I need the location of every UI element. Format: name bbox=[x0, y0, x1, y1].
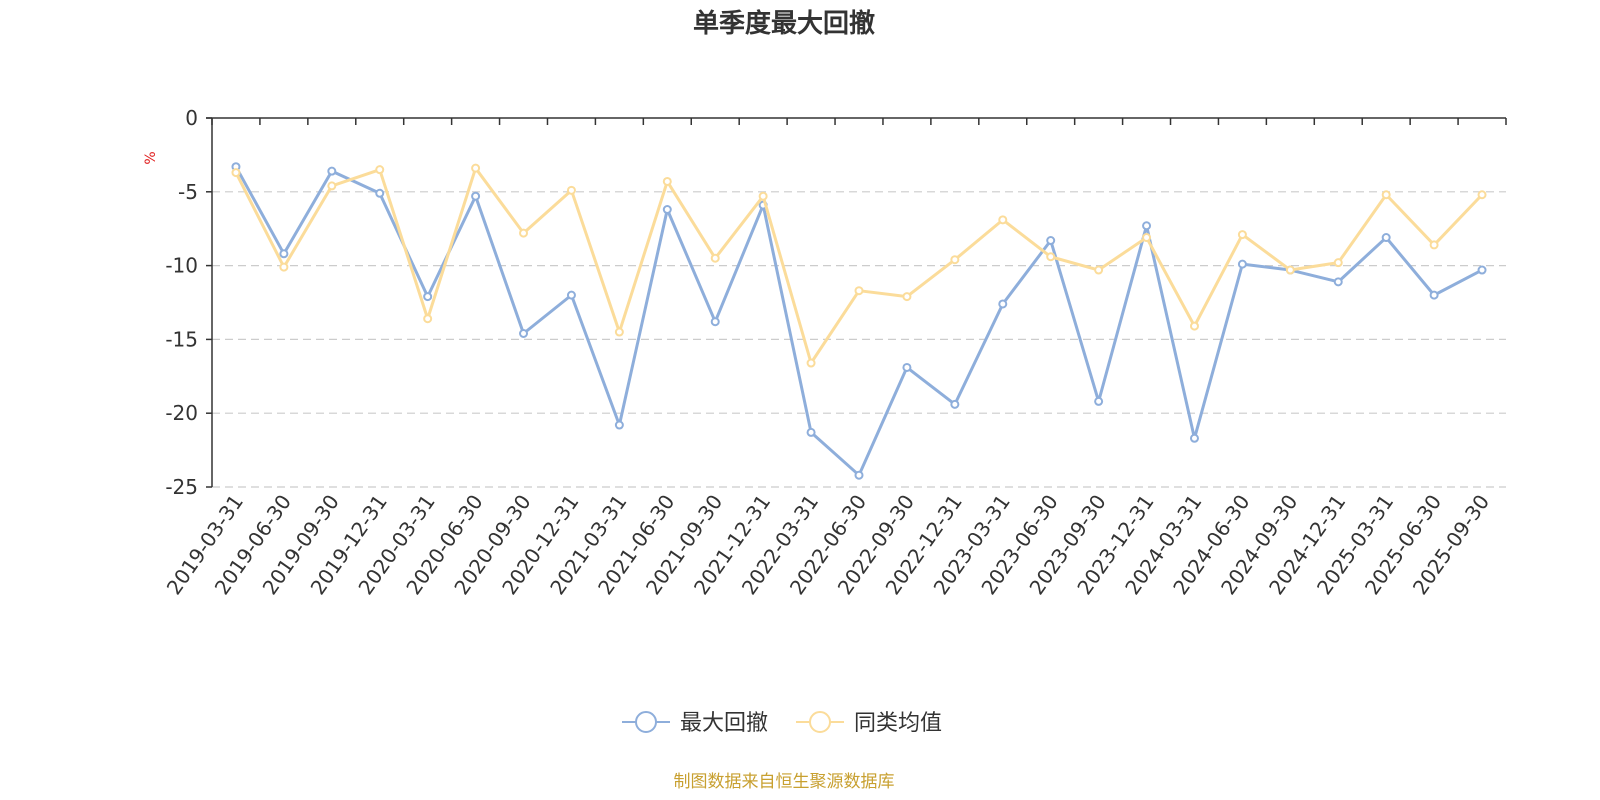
legend-item: 同类均值 bbox=[796, 711, 942, 736]
data-point bbox=[902, 362, 912, 372]
axes: 0-5-10-15-20-252019-03-312019-06-302019-… bbox=[162, 106, 1507, 599]
data-point bbox=[1237, 230, 1247, 240]
series-line bbox=[234, 165, 1483, 477]
data-point bbox=[1381, 233, 1391, 243]
data-point bbox=[1094, 265, 1104, 275]
data-point bbox=[1285, 265, 1295, 275]
data-point bbox=[1333, 258, 1343, 268]
data-point bbox=[1189, 433, 1199, 443]
data-point bbox=[519, 328, 529, 338]
y-tick-label: 0 bbox=[185, 106, 198, 130]
legend-label: 最大回撤 bbox=[680, 711, 768, 736]
data-point bbox=[1429, 240, 1439, 250]
legend-item: 最大回撤 bbox=[622, 711, 768, 736]
data-point bbox=[327, 166, 337, 176]
data-point bbox=[1381, 190, 1391, 200]
data-point bbox=[1094, 396, 1104, 406]
data-point bbox=[1477, 190, 1487, 200]
legend-marker bbox=[809, 711, 831, 733]
legend: 最大回撤 同类均值 bbox=[622, 711, 942, 736]
data-point bbox=[1477, 265, 1487, 275]
data-point bbox=[662, 205, 672, 215]
data-point bbox=[662, 176, 672, 186]
data-point bbox=[950, 399, 960, 409]
data-point bbox=[1333, 277, 1343, 287]
y-tick-label: -5 bbox=[178, 180, 198, 204]
data-point bbox=[998, 215, 1008, 225]
data-point bbox=[950, 255, 960, 265]
data-point bbox=[806, 358, 816, 368]
data-point bbox=[519, 228, 529, 238]
data-point bbox=[279, 262, 289, 272]
y-tick-label: -20 bbox=[165, 401, 198, 425]
data-point bbox=[327, 181, 337, 191]
data-point bbox=[423, 314, 433, 324]
data-point bbox=[375, 165, 385, 175]
legend-marker bbox=[635, 711, 657, 733]
data-point bbox=[902, 292, 912, 302]
data-point bbox=[854, 286, 864, 296]
data-point bbox=[423, 292, 433, 302]
data-point bbox=[566, 290, 576, 300]
data-point bbox=[279, 249, 289, 259]
data-point bbox=[1142, 221, 1152, 231]
data-point bbox=[614, 327, 624, 337]
data-point bbox=[806, 427, 816, 437]
data-point bbox=[1046, 236, 1056, 246]
data-source-note: 制图数据来自恒生聚源数据库 bbox=[674, 772, 895, 792]
y-tick-label: -25 bbox=[165, 475, 198, 499]
series-2 bbox=[231, 163, 1487, 368]
chart-title: 单季度最大回撤 bbox=[693, 8, 875, 39]
data-point bbox=[758, 191, 768, 201]
data-point bbox=[1046, 252, 1056, 262]
data-point bbox=[231, 168, 241, 178]
data-point bbox=[375, 188, 385, 198]
data-point bbox=[710, 317, 720, 327]
y-tick-label: -10 bbox=[165, 254, 198, 278]
data-point bbox=[1237, 259, 1247, 269]
data-point bbox=[471, 191, 481, 201]
y-axis-unit-label: % bbox=[143, 151, 159, 164]
data-point bbox=[471, 163, 481, 173]
data-point bbox=[854, 470, 864, 480]
series-1 bbox=[231, 162, 1487, 480]
data-point bbox=[1189, 321, 1199, 331]
y-tick-label: -15 bbox=[165, 327, 198, 351]
data-point bbox=[1142, 233, 1152, 243]
legend-label: 同类均值 bbox=[854, 711, 942, 736]
data-point bbox=[998, 299, 1008, 309]
data-point bbox=[566, 185, 576, 195]
series-lines bbox=[231, 162, 1487, 480]
data-point bbox=[614, 420, 624, 430]
grid-lines bbox=[212, 191, 1506, 488]
data-point bbox=[710, 253, 720, 263]
data-point bbox=[1429, 290, 1439, 300]
